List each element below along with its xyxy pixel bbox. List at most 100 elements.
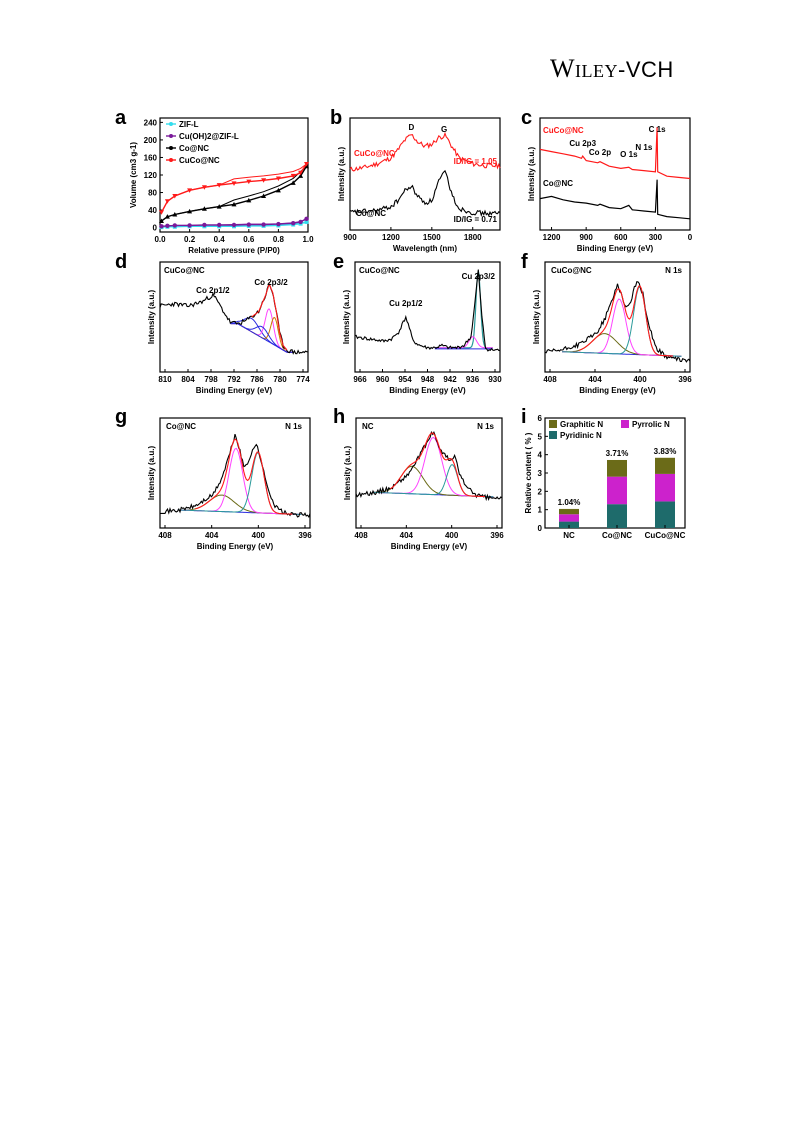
panel-i-total-label: 1.04% — [558, 498, 581, 507]
panel-b-ylabel: Intensity (a.u.) — [337, 147, 346, 202]
panel-b-xtick-label: 1500 — [423, 233, 441, 242]
panel-a-point — [201, 185, 207, 190]
panel-letter-a: a — [115, 107, 127, 129]
panel-i-legend-swatch — [549, 420, 557, 428]
panel-letter-g: g — [115, 406, 127, 428]
panel-g-envelope — [195, 438, 293, 515]
panel-i-legend-label: Pyridinic N — [560, 431, 602, 440]
panel-g-frame — [159, 417, 311, 529]
panel-letter-f: f — [521, 251, 528, 273]
panel-c-xtick-label: 900 — [579, 233, 593, 242]
panel-i-legend-swatch — [549, 431, 557, 439]
panel-f-tick-label: 400 — [633, 375, 647, 384]
panel-i-bar-graphitic-n — [559, 508, 579, 515]
panel-a-point — [216, 183, 222, 188]
logo-main: Wiley — [550, 54, 619, 83]
panel-a-point — [172, 211, 178, 217]
panel-a-point — [304, 219, 309, 224]
panel-g-data-line — [159, 433, 311, 519]
panel-b-peak-label-d: D — [408, 123, 414, 132]
panel-i-ytick-label: 5 — [538, 432, 543, 441]
panel-f-frame — [544, 261, 691, 373]
panel-f-fit-component — [562, 298, 682, 357]
panel-a-point — [298, 173, 304, 178]
panel-i-bar-pyrrolic-n — [559, 514, 579, 522]
panel-a-point — [201, 206, 207, 211]
panel-d-tick-label: 798 — [204, 375, 218, 384]
panel-a-point — [290, 180, 296, 185]
panel-c-peak-label: Cu 2p3 — [569, 139, 596, 148]
panel-e-tick-label: 936 — [466, 375, 480, 384]
panel-e-tick-label: 954 — [398, 375, 412, 384]
panel-a-point — [275, 176, 281, 182]
panel-i-category-label: NC — [563, 531, 575, 540]
panel-a-ytick-label: 40 — [148, 206, 157, 215]
panel-c-series-label: CuCo@NC — [543, 126, 584, 135]
panel-e-xlabel: Binding Energy (eV) — [389, 386, 466, 395]
panel-g-tick-label: 396 — [298, 531, 312, 540]
panel-b-peak-label-g: G — [441, 125, 447, 134]
panel-a-xtick-label: 0.2 — [184, 235, 196, 244]
panel-a-legend-label: CuCo@NC — [179, 156, 220, 165]
panel-e-tick-label: 930 — [488, 375, 502, 384]
panel-a-point — [187, 188, 193, 193]
panel-c-series-line — [539, 126, 691, 180]
panel-f-sample-label: CuCo@NC — [551, 266, 592, 275]
panel-a-xtick-label: 0.4 — [214, 235, 226, 244]
panel-g-tick-label: 408 — [158, 531, 172, 540]
panel-a-point — [304, 216, 309, 222]
panel-a-point — [298, 170, 304, 176]
panel-c-series-label: Co@NC — [543, 179, 573, 188]
panel-g-xlabel: Binding Energy (eV) — [197, 542, 274, 551]
panel-f-xlabel: Binding Energy (eV) — [579, 386, 656, 395]
panel-e-data-line — [354, 269, 500, 352]
panel-b-series-line — [349, 131, 501, 172]
panel-a-point — [261, 193, 267, 199]
panel-h-tick-label: 400 — [445, 531, 459, 540]
panel-a-point — [172, 223, 177, 228]
panel-c-frame — [539, 117, 691, 231]
panel-c-xtick-label: 1200 — [543, 233, 561, 242]
panel-i-bar-pyridinic-n — [655, 501, 675, 528]
panel-a-point — [217, 222, 222, 228]
panel-a-ytick-label: 120 — [144, 171, 158, 180]
panel-a-legend-marker — [169, 146, 173, 150]
panel-i-ytick-label: 4 — [538, 451, 543, 460]
panel-e-peak-label: Cu 2p1/2 — [389, 299, 423, 308]
panel-h-tick-label: 404 — [400, 531, 414, 540]
panel-i-ytick-label: 3 — [538, 469, 543, 478]
panel-a-point — [187, 208, 193, 214]
panel-e-ylabel: Intensity (a.u.) — [342, 290, 351, 345]
panel-i-ytick-label: 1 — [538, 506, 543, 515]
panel-i-legend-swatch — [621, 420, 629, 428]
panel-d-tick-label: 810 — [158, 375, 172, 384]
panel-letter-c: c — [521, 107, 532, 129]
panel-a-point — [216, 204, 222, 209]
panel-e-tick-label: 942 — [443, 375, 457, 384]
panel-e-tick-label: 966 — [353, 375, 367, 384]
panel-h-sample-label: NC — [362, 422, 374, 431]
panel-c-series-line — [539, 179, 691, 220]
panel-a-xlabel: Relative pressure (P/P0) — [188, 246, 280, 255]
panel-e-sample-label: CuCo@NC — [359, 266, 400, 275]
panel-a-legend-marker — [169, 134, 173, 138]
panel-a-ytick-label: 80 — [148, 189, 157, 198]
panel-a-ytick-label: 0 — [153, 224, 158, 233]
panel-d-baseline — [230, 323, 294, 353]
panel-g-region-label: N 1s — [285, 422, 302, 431]
panel-a-point — [304, 162, 310, 167]
panel-h-tick-label: 396 — [490, 531, 504, 540]
panel-a-ylabel: Volume (cm3 g-1) — [129, 142, 138, 208]
panel-c-xtick-label: 600 — [614, 233, 628, 242]
panel-i-legend-label: Graphitic N — [560, 420, 603, 429]
panel-a-point — [159, 224, 164, 229]
panel-a-point — [202, 222, 207, 228]
panel-i-total-label: 3.71% — [606, 449, 629, 458]
panel-e-tick-label: 960 — [376, 375, 390, 384]
panel-a-point — [246, 197, 252, 203]
publisher-logo: Wiley-VCH — [550, 54, 674, 84]
panel-a-point — [231, 222, 237, 228]
panel-b-xtick-label: 1800 — [464, 233, 482, 242]
panel-a-point — [164, 214, 170, 219]
